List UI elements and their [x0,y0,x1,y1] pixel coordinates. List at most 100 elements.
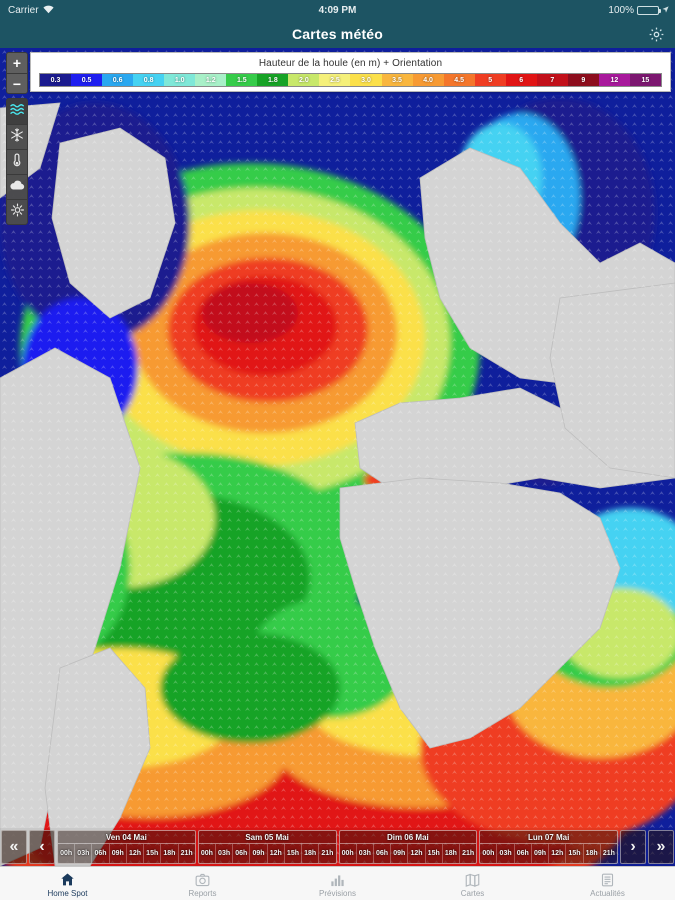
map-icon [465,872,480,888]
layer-wind-button[interactable] [7,199,27,224]
legend-stop-1: 0.5 [71,74,103,86]
tab-home-spot[interactable]: Home Spot [0,867,135,900]
zoom-out-button[interactable]: − [7,73,27,93]
timeline-hour-row[interactable]: 00h 03h 06h 09h 12h 15h 18h 21h [199,844,336,863]
timeline-days[interactable]: Ven 04 Mai 00h 03h 06h 09h 12h 15h 18h 21h Sam 05… [56,828,619,866]
bar-chart-icon [330,872,345,888]
home-icon [60,872,75,888]
timeline-day[interactable]: Sam 05 Mai 00h 03h 06h 09h 12h 15h 18h 21h [197,830,337,864]
tab-previsions[interactable]: Prévisions [270,867,405,900]
timeline-hour-06h[interactable]: 06h [372,844,390,863]
timeline-hour-03h[interactable]: 03h [214,844,232,863]
status-bar-left: Carrier [0,5,223,16]
timeline-hour-18h[interactable]: 18h [582,844,600,863]
timeline-hour-21h[interactable]: 21h [318,844,335,863]
timeline-hour-15h[interactable]: 15h [424,844,442,863]
timeline-day-label: Lun 07 Mai [480,831,617,844]
timeline-hour-00h[interactable]: 00h [341,850,354,857]
timeline-hour-12h[interactable]: 12h [407,844,424,863]
legend-stop-18: 12 [598,74,630,86]
legend-stop-9: 2.5 [319,74,351,86]
timeline-hour-row[interactable]: 00h 03h 06h 09h 12h 15h 18h 21h [340,844,477,863]
tab-label: Actualités [590,888,625,898]
timeline-hour-03h[interactable]: 03h [496,844,513,863]
cloud-icon [9,178,25,196]
timeline-hour-09h[interactable]: 09h [108,844,126,863]
tab-cartes[interactable]: Cartes [405,867,540,900]
timeline-hour-09h[interactable]: 09h [390,844,407,863]
timeline-hour-21h[interactable]: 21h [599,844,617,863]
legend-panel: Hauteur de la houle (en m) + Orientation… [30,52,671,92]
timeline-day-label: Dim 06 Mai [339,831,477,844]
timeline-hour-06h[interactable]: 06h [232,844,249,863]
timeline-hour-15h[interactable]: 15h [283,844,301,863]
map-canvas[interactable] [0,48,675,866]
legend-stop-14: 5 [474,74,506,86]
timeline-scrubber[interactable]: « ‹ Ven 04 Mai 00h 03h 06h 09h 12h 15h 18h 21h Sa… [0,828,675,866]
zoom-controls[interactable]: + − [6,52,28,94]
layer-selector[interactable] [6,98,28,225]
timeline-day[interactable]: Lun 07 Mai 00h 03h 06h 09h 12h 15h 18h 21h [479,830,618,864]
location-arrow-icon [662,5,669,15]
timeline-hour-15h[interactable]: 15h [143,844,160,863]
timeline-hour-00h[interactable]: 00h [60,850,73,857]
timeline-hour-18h[interactable]: 18h [160,844,177,863]
timeline-day[interactable]: Dim 06 Mai 00h 03h 06h 09h 12h 15h 18h 21h [338,830,478,864]
legend-stop-16: 7 [536,74,568,86]
timeline-hour-21h[interactable]: 21h [177,844,195,863]
timeline-hour-12h[interactable]: 12h [125,844,143,863]
timeline-hour-06h[interactable]: 06h [513,844,531,863]
timeline-hour-09h[interactable]: 09h [249,844,266,863]
timeline-hour-15h[interactable]: 15h [565,844,582,863]
timeline-hour-03h[interactable]: 03h [74,844,91,863]
status-bar-right: 100% [452,5,675,16]
carrier-label: Carrier [8,4,39,16]
legend-title: Hauteur de la houle (en m) + Orientation [258,58,443,69]
tab-label: Cartes [460,888,485,898]
timeline-last-button[interactable]: » [648,830,674,864]
timeline-day[interactable]: Ven 04 Mai 00h 03h 06h 09h 12h 15h 18h 21h [57,830,196,864]
tab-label: Reports [188,888,217,898]
timeline-first-button[interactable]: « [1,830,27,864]
timeline-day-label: Sam 05 Mai [198,831,336,844]
timeline-day-label: Ven 04 Mai [58,831,195,844]
timeline-hour-18h[interactable]: 18h [441,844,459,863]
legend-stop-17: 9 [567,74,599,86]
weather-map[interactable]: Hauteur de la houle (en m) + Orientation… [0,48,675,866]
timeline-prev-button[interactable]: ‹ [29,830,55,864]
timeline-hour-21h[interactable]: 21h [459,844,476,863]
layer-snow-button[interactable] [7,124,27,149]
battery-percent-label: 100% [608,4,634,16]
legend-stop-11: 3.5 [381,74,413,86]
bottom-tab-bar[interactable]: Home Spot Reports Prévision [0,866,675,900]
timeline-hour-06h[interactable]: 06h [91,844,108,863]
layer-temperature-button[interactable] [7,149,27,174]
timeline-hour-03h[interactable]: 03h [355,844,373,863]
legend-stop-5: 1.2 [195,74,227,86]
status-bar: Carrier 4:09 PM 100% [0,0,675,20]
timeline-hour-row[interactable]: 00h 03h 06h 09h 12h 15h 18h 21h [58,844,195,863]
legend-stop-13: 4.5 [443,74,475,86]
wifi-icon [42,5,54,16]
legend-stop-4: 1.0 [164,74,196,86]
timeline-hour-row[interactable]: 00h 03h 06h 09h 12h 15h 18h 21h [480,844,617,863]
zoom-in-button[interactable]: + [7,53,27,73]
gear-icon[interactable] [645,23,667,45]
layer-clouds-button[interactable] [7,174,27,199]
navigation-bar: Cartes météo [0,20,675,48]
timeline-hour-18h[interactable]: 18h [301,844,318,863]
layer-swell-button[interactable] [7,99,27,124]
tab-reports[interactable]: Reports [135,867,270,900]
timeline-hour-00h[interactable]: 00h [200,850,213,857]
legend-stop-15: 6 [505,74,537,86]
legend-stop-3: 0.8 [133,74,165,86]
timeline-hour-12h[interactable]: 12h [266,844,284,863]
timeline-hour-09h[interactable]: 09h [530,844,548,863]
tab-actualites[interactable]: Actualités [540,867,675,900]
timeline-hour-12h[interactable]: 12h [548,844,565,863]
snowflake-icon [10,127,24,147]
tab-label: Prévisions [319,888,356,898]
timeline-next-button[interactable]: › [620,830,646,864]
timeline-hour-00h[interactable]: 00h [482,850,495,857]
